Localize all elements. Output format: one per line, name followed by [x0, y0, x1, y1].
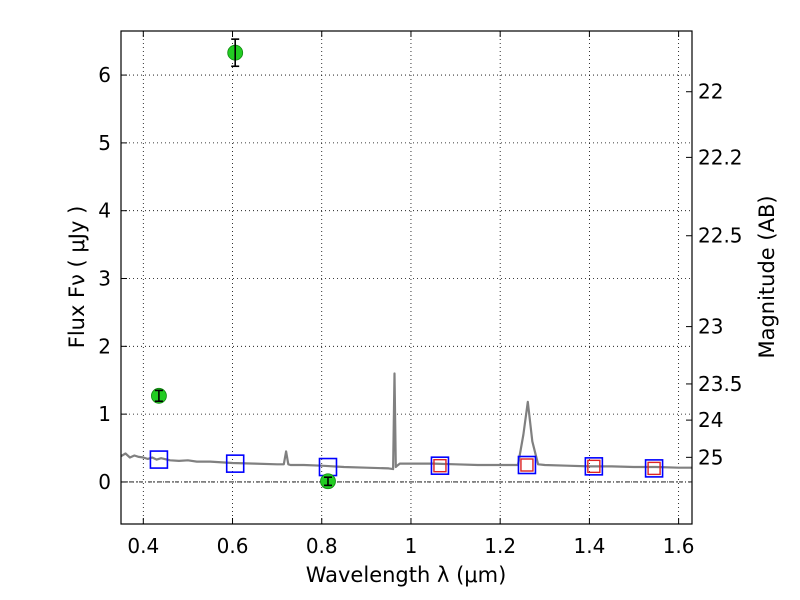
nir-photometry-square	[647, 461, 661, 476]
nir-photometry-square	[587, 459, 601, 474]
y-tick-label: 2	[98, 334, 111, 358]
y-tick-label: 5	[98, 131, 111, 155]
y-axis: 0 1 2 3 4 5 6	[98, 63, 127, 494]
x-tick-label: 1	[405, 534, 418, 558]
model-photometry-square	[644, 459, 664, 478]
plot-background	[121, 31, 692, 524]
y-tick-label: 4	[98, 199, 111, 223]
model-photometry-square	[225, 454, 245, 473]
y2-tick-label: 22.2	[698, 145, 743, 169]
model-photometry-square	[430, 456, 450, 475]
y-tick-label: 3	[98, 267, 111, 291]
x-tick-label: 0.4	[127, 534, 159, 558]
x-tick-label: 1.4	[573, 534, 605, 558]
y2-tick-label: 22	[698, 80, 723, 104]
y-axis-label: Flux Fν ( μJy )	[65, 206, 89, 349]
nir-photometry-square	[433, 458, 447, 473]
series-group	[121, 38, 692, 490]
nir-photometry-square	[520, 458, 534, 472]
y2-tick-label: 23.5	[698, 372, 743, 396]
x-tick-label: 0.6	[217, 534, 249, 558]
x-axis: 0.4 0.6 0.8 1 1.2 1.4 1.6	[127, 31, 695, 558]
y2-tick-label: 25	[698, 445, 723, 469]
model-photometry-square	[149, 450, 169, 469]
y2-axis-label: Magnitude (AB)	[755, 195, 779, 358]
y-tick-label: 1	[98, 402, 111, 426]
plot-frame	[120, 30, 693, 525]
spectrum-line	[121, 372, 692, 471]
y-tick-label: 6	[98, 63, 111, 87]
x-tick-label: 1.6	[663, 534, 695, 558]
x-tick-label: 1.2	[484, 534, 516, 558]
model-photometry-square	[517, 455, 537, 475]
model-photometry-square	[584, 457, 604, 476]
x-axis-label: Wavelength λ (μm)	[306, 563, 507, 587]
y2-axis: 22 22.2 22.5 23 23.5 24 25	[686, 80, 743, 469]
y2-tick-label: 23	[698, 315, 723, 339]
y2-tick-label: 24	[698, 408, 723, 432]
y-tick-label: 0	[98, 470, 111, 494]
y2-tick-label: 22.5	[698, 224, 743, 248]
x-tick-label: 0.8	[306, 534, 338, 558]
